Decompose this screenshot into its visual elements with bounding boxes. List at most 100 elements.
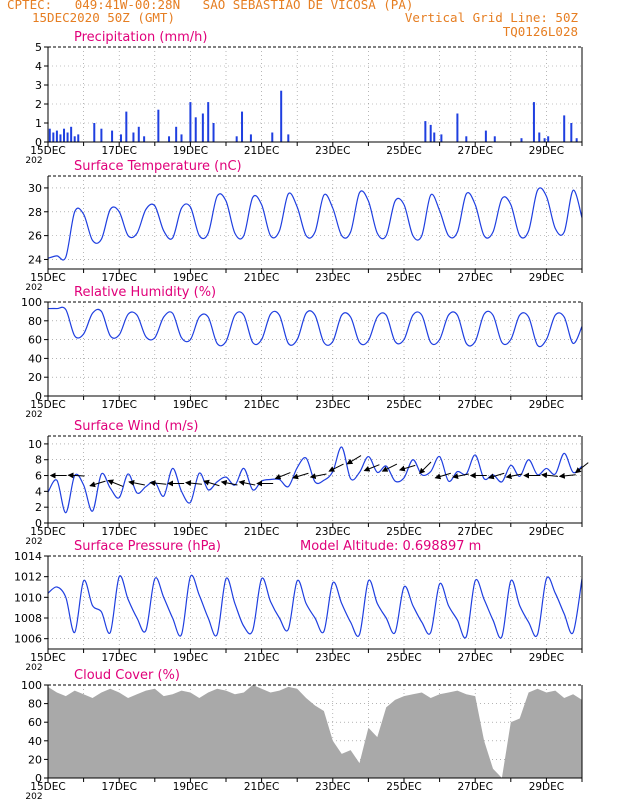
- pressure-xtick-label: 19DEC: [173, 652, 208, 664]
- temperature-ytick-label: 26: [28, 230, 42, 243]
- precipitation-bar: [543, 138, 546, 142]
- wind-ytick-label: 2: [35, 501, 42, 514]
- cloud-title: Cloud Cover (%): [74, 668, 180, 683]
- precipitation-bar: [119, 134, 122, 142]
- humidity-year-label: 202: [25, 410, 42, 420]
- precipitation-ytick-label: 5: [35, 41, 42, 54]
- temperature-xtick-label: 23DEC: [315, 272, 350, 284]
- wind-arrow: [89, 480, 106, 488]
- precipitation-bar: [484, 130, 487, 142]
- pressure-year-label: 202: [25, 663, 42, 673]
- humidity-ytick-label: 20: [28, 371, 42, 384]
- humidity-xtick-label: 15DEC: [30, 399, 65, 411]
- wind-arrow: [238, 479, 256, 486]
- temperature-xtick-label: 21DEC: [244, 272, 279, 284]
- wind-arrow: [418, 461, 432, 475]
- precipitation-bar: [235, 136, 238, 142]
- pressure-xtick-label: 23DEC: [315, 652, 350, 664]
- precipitation-title: Precipitation (mm/h): [74, 30, 207, 45]
- wind-arrow: [398, 464, 416, 472]
- wind-ytick-label: 8: [35, 454, 42, 467]
- cloud-year-label: 202: [25, 792, 42, 800]
- wind-xtick-label: 27DEC: [457, 526, 492, 538]
- wind-arrow: [185, 480, 202, 487]
- wind-xtick-label: 29DEC: [529, 526, 564, 538]
- precipitation-bar: [73, 136, 76, 142]
- cloud-xtick-label: 25DEC: [386, 781, 421, 793]
- wind-xtick-label: 15DEC: [30, 526, 65, 538]
- temperature-xtick-label: 17DEC: [101, 272, 136, 284]
- cloud-xtick-label: 27DEC: [457, 781, 492, 793]
- precipitation-bar: [429, 124, 432, 142]
- humidity-xtick-label: 27DEC: [457, 399, 492, 411]
- precipitation-xtick-label: 23DEC: [315, 145, 350, 157]
- wind-arrow: [541, 472, 558, 479]
- cloud-xtick-label: 29DEC: [529, 781, 564, 793]
- humidity-ytick-label: 0: [35, 390, 42, 403]
- precipitation-bar: [520, 138, 523, 142]
- precipitation-bar: [271, 132, 274, 142]
- precipitation-bar: [157, 109, 160, 142]
- wind-ytick-label: 6: [35, 470, 42, 483]
- cloud-xtick-label: 17DEC: [101, 781, 136, 793]
- cloud-xtick-label: 21DEC: [244, 781, 279, 793]
- precipitation-bar: [143, 136, 146, 142]
- cloud-ytick-label: 0: [35, 772, 42, 785]
- precipitation-bar: [125, 111, 128, 142]
- precipitation-bar: [280, 90, 283, 142]
- precipitation-bar: [563, 115, 566, 142]
- precipitation-bar: [168, 136, 171, 142]
- wind-arrow: [67, 472, 85, 479]
- humidity-xtick-label: 23DEC: [315, 399, 350, 411]
- wind-xtick-label: 19DEC: [173, 526, 208, 538]
- temperature-year-label: 202: [25, 283, 42, 293]
- precipitation-bar: [493, 136, 496, 142]
- wind-arrow: [107, 479, 124, 487]
- humidity-xtick-label: 19DEC: [173, 399, 208, 411]
- wind-arrow: [381, 463, 398, 472]
- cloud-ytick-label: 40: [28, 735, 42, 748]
- precipitation-bar: [111, 130, 114, 142]
- wind-arrow: [363, 464, 380, 472]
- wind-arrow: [434, 472, 451, 480]
- pressure-ytick-label: 1006: [14, 633, 42, 646]
- humidity-ytick-label: 80: [28, 315, 42, 328]
- wind-xtick-label: 25DEC: [386, 526, 421, 538]
- precipitation-bar: [93, 123, 96, 142]
- precipitation-bar: [207, 102, 210, 142]
- precipitation-bar: [52, 132, 55, 142]
- wind-arrow: [328, 463, 344, 472]
- pressure-line: [47, 574, 583, 639]
- precipitation-xtick-label: 25DEC: [386, 145, 421, 157]
- precipitation-bar: [532, 102, 535, 142]
- precipitation-ytick-label: 0: [35, 136, 42, 149]
- pressure-ytick-label: 1012: [14, 571, 42, 584]
- precipitation-bar: [132, 132, 135, 142]
- cloud-xtick-label: 19DEC: [173, 781, 208, 793]
- humidity-xtick-label: 29DEC: [529, 399, 564, 411]
- humidity-line: [47, 306, 583, 348]
- wind-arrow: [203, 479, 220, 487]
- wind-year-label: 202: [25, 537, 42, 547]
- pressure-subtitle: Model Altitude: 0.698897 m: [300, 539, 481, 554]
- temperature-xtick-label: 25DEC: [386, 272, 421, 284]
- wind-arrow: [128, 479, 145, 486]
- precipitation-bar: [59, 134, 62, 142]
- pressure-ytick-label: 1010: [14, 591, 42, 604]
- header-station-line: CPTEC: 049:41W-00:28N SAO SEBASTIAO DE V…: [7, 0, 414, 12]
- wind-xtick-label: 23DEC: [315, 526, 350, 538]
- precipitation-bar: [547, 136, 550, 142]
- wind-arrow: [574, 462, 589, 474]
- wind-arrow: [309, 473, 327, 480]
- pressure-xtick-label: 21DEC: [244, 652, 279, 664]
- precipitation-bar: [212, 123, 215, 142]
- pressure-xtick-label: 15DEC: [30, 652, 65, 664]
- precipitation-bar: [201, 113, 204, 142]
- precipitation-bar: [180, 134, 183, 142]
- cloud-ytick-label: 20: [28, 753, 42, 766]
- precipitation-bar: [465, 136, 468, 142]
- precipitation-bar: [575, 138, 578, 142]
- precipitation-bar: [194, 117, 197, 142]
- precipitation-bar: [433, 132, 436, 142]
- temperature-xtick-label: 27DEC: [457, 272, 492, 284]
